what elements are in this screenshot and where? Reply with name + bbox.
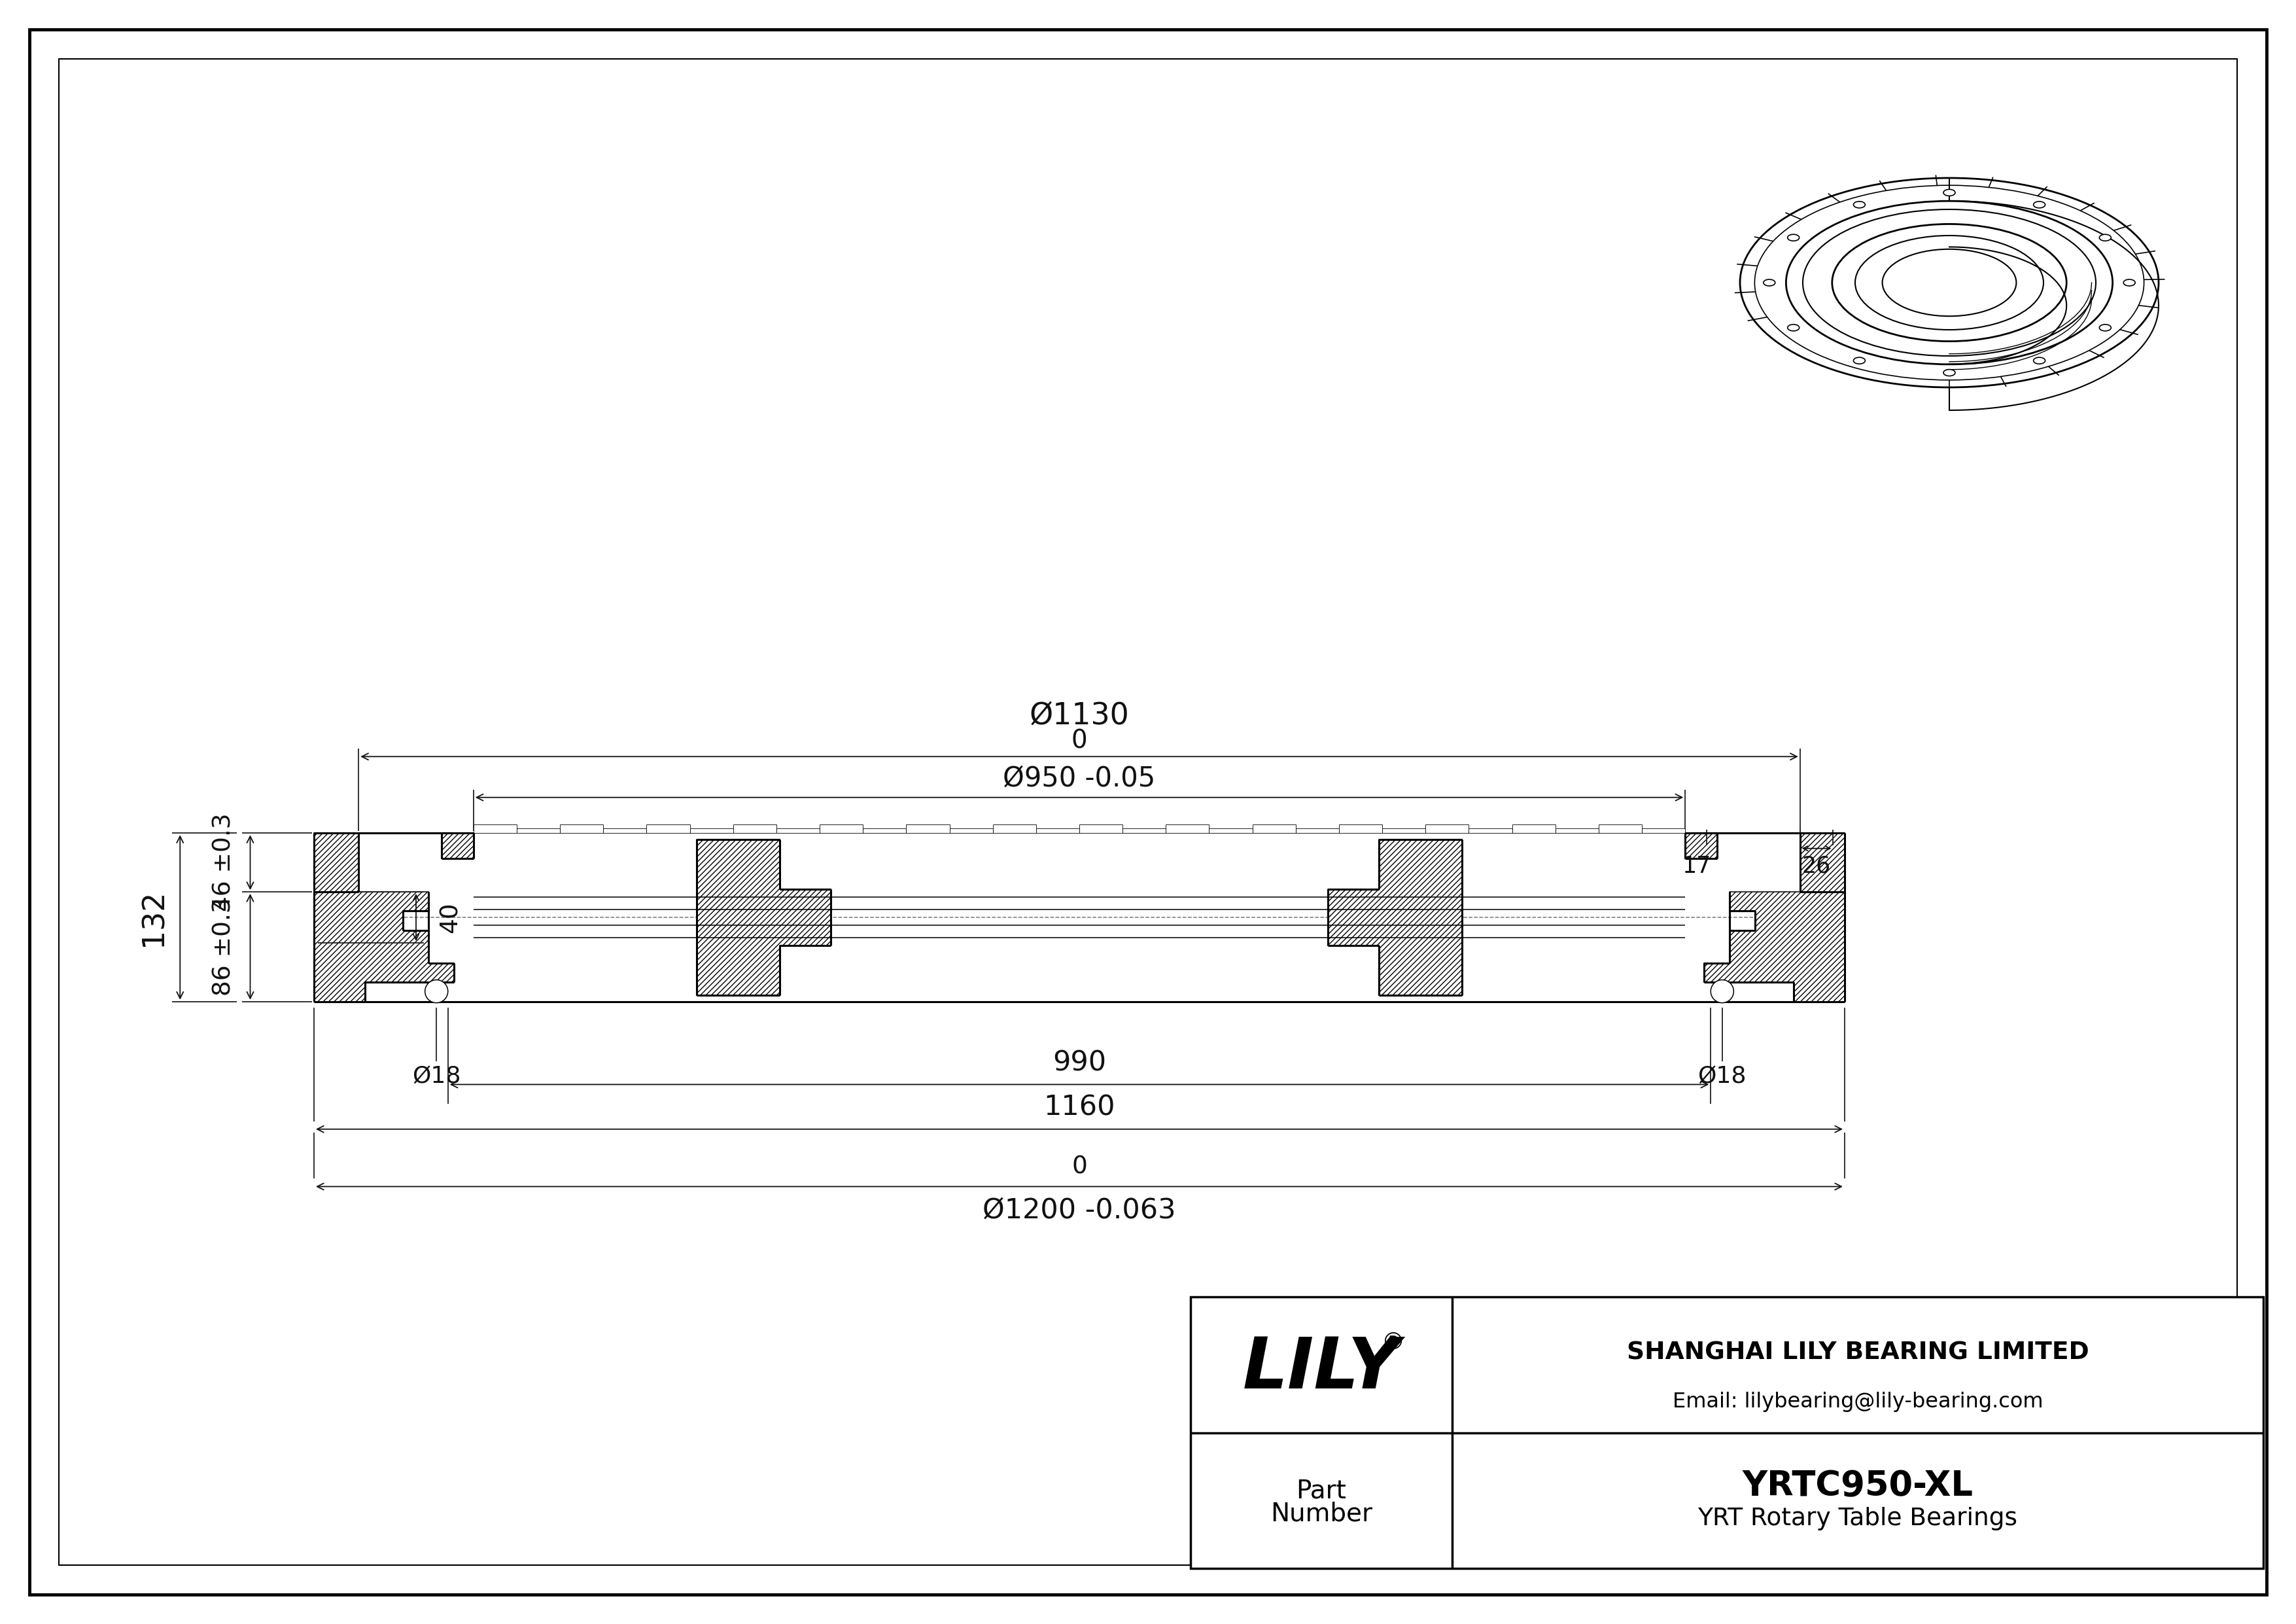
Ellipse shape xyxy=(2124,279,2135,286)
Text: Ø18: Ø18 xyxy=(1697,1065,1747,1088)
Text: YRTC950-XL: YRTC950-XL xyxy=(1743,1470,1972,1504)
Bar xyxy=(560,825,604,833)
Text: Email: lilybearing@lily-bearing.com: Email: lilybearing@lily-bearing.com xyxy=(1671,1392,2043,1411)
Polygon shape xyxy=(441,833,473,859)
Ellipse shape xyxy=(1789,234,1800,240)
Bar xyxy=(776,828,820,833)
Ellipse shape xyxy=(2099,234,2110,240)
Bar xyxy=(473,825,517,833)
Bar xyxy=(1166,825,1210,833)
Bar xyxy=(1210,828,1251,833)
Text: LILY: LILY xyxy=(1242,1335,1401,1403)
Ellipse shape xyxy=(1853,201,1864,208)
Polygon shape xyxy=(1327,840,1463,996)
Text: 132: 132 xyxy=(140,888,168,945)
Text: YRT Rotary Table Bearings: YRT Rotary Table Bearings xyxy=(1697,1507,2018,1530)
Bar xyxy=(1554,828,1598,833)
Bar xyxy=(992,825,1035,833)
Ellipse shape xyxy=(1942,369,1956,377)
Bar xyxy=(1469,828,1513,833)
Text: 40: 40 xyxy=(439,901,461,932)
Bar xyxy=(604,828,647,833)
Text: 1160: 1160 xyxy=(1042,1095,1116,1121)
Circle shape xyxy=(425,979,448,1004)
Bar xyxy=(1426,825,1469,833)
Ellipse shape xyxy=(2034,357,2046,364)
Bar xyxy=(732,825,776,833)
Bar xyxy=(1598,825,1642,833)
Text: 0: 0 xyxy=(1072,1155,1086,1179)
Ellipse shape xyxy=(2099,325,2110,331)
Circle shape xyxy=(1711,979,1733,1004)
Ellipse shape xyxy=(1763,279,1775,286)
Bar xyxy=(907,825,951,833)
Bar xyxy=(863,828,907,833)
Bar xyxy=(517,828,560,833)
Text: 86 ±0.3: 86 ±0.3 xyxy=(211,898,236,996)
Bar xyxy=(1642,828,1685,833)
Ellipse shape xyxy=(2034,201,2046,208)
Bar xyxy=(1339,825,1382,833)
Bar xyxy=(1192,1298,2264,1569)
Polygon shape xyxy=(696,840,831,996)
Bar xyxy=(1382,828,1426,833)
Bar xyxy=(1123,828,1166,833)
Text: 0: 0 xyxy=(1072,729,1088,754)
Text: ®: ® xyxy=(1382,1332,1405,1354)
Bar xyxy=(951,828,992,833)
Text: 46 ±0.3: 46 ±0.3 xyxy=(211,814,236,911)
Ellipse shape xyxy=(1853,357,1864,364)
Bar xyxy=(820,825,863,833)
Polygon shape xyxy=(1685,833,1717,859)
Bar xyxy=(647,825,689,833)
Text: Ø950 -0.05: Ø950 -0.05 xyxy=(1003,765,1155,793)
Bar xyxy=(1035,828,1079,833)
Text: Part: Part xyxy=(1297,1478,1345,1504)
Text: Ø1130: Ø1130 xyxy=(1029,702,1130,731)
Polygon shape xyxy=(315,833,455,1002)
Text: Number: Number xyxy=(1270,1501,1373,1527)
Polygon shape xyxy=(1704,833,1844,1002)
Text: 26: 26 xyxy=(1802,854,1830,877)
Text: SHANGHAI LILY BEARING LIMITED: SHANGHAI LILY BEARING LIMITED xyxy=(1626,1341,2089,1364)
Text: 17: 17 xyxy=(1681,854,1711,877)
Text: Ø18: Ø18 xyxy=(411,1065,461,1088)
Ellipse shape xyxy=(1789,325,1800,331)
Text: 990: 990 xyxy=(1052,1049,1107,1077)
Bar xyxy=(1251,825,1295,833)
Bar xyxy=(1079,825,1123,833)
Text: Ø1200 -0.063: Ø1200 -0.063 xyxy=(983,1197,1176,1224)
Bar xyxy=(1295,828,1339,833)
Bar xyxy=(1513,825,1554,833)
Bar xyxy=(689,828,732,833)
Ellipse shape xyxy=(1942,190,1956,197)
